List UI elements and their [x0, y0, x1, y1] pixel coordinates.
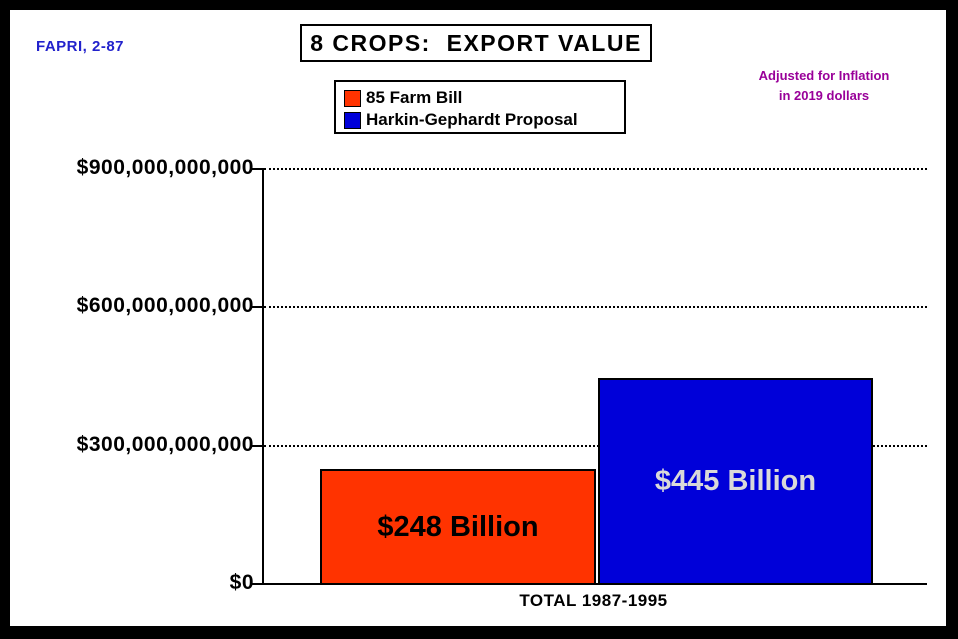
- y-axis-label: $300,000,000,000: [76, 432, 254, 456]
- y-axis-label: $0: [229, 571, 254, 594]
- source-label: FAPRI, 2-87: [36, 38, 125, 55]
- legend-swatch-harkin-gephardt: [344, 111, 361, 129]
- legend: 85 Farm Bill Harkin-Gephardt Proposal: [334, 80, 626, 134]
- y-axis-tick: [252, 583, 262, 585]
- legend-swatch-farm-bill: [344, 89, 361, 107]
- inflation-annotation: Adjusted for Inflation in 2019 dollars: [708, 66, 940, 106]
- chart-canvas: FAPRI, 2-87 8 CROPS: EXPORT VALUE Adjust…: [10, 10, 946, 626]
- y-axis-labels: $900,000,000,000 $600,000,000,000 $300,000…: [10, 156, 254, 594]
- legend-label-harkin-gephardt: Harkin-Gephardt Proposal: [366, 110, 578, 129]
- chart-title: 8 CROPS: EXPORT VALUE: [310, 29, 642, 56]
- bar-85-farm-bill: $248 Billion: [320, 469, 596, 583]
- y-axis-label: $600,000,000,000: [76, 294, 254, 318]
- plot-area: $248 Billion $445 Billion: [252, 168, 927, 585]
- gridline: [264, 306, 927, 309]
- gridline: [264, 444, 927, 447]
- inflation-annotation-line2: in 2019 dollars: [778, 88, 870, 103]
- inflation-annotation-line1: Adjusted for Inflation: [758, 68, 890, 83]
- y-axis-tick: [252, 444, 262, 447]
- y-axis-tick: [252, 306, 262, 309]
- y-axis-label: $900,000,000,000: [76, 156, 254, 179]
- gridline: [264, 168, 927, 170]
- chart-title-box: 8 CROPS: EXPORT VALUE: [300, 24, 652, 62]
- legend-label-farm-bill: 85 Farm Bill: [366, 88, 463, 107]
- x-axis-label: TOTAL 1987-1995: [519, 591, 668, 610]
- y-axis-tick: [252, 168, 262, 170]
- bar-label-85-farm-bill: $248 Billion: [377, 510, 539, 543]
- legend-item-harkin-gephardt: Harkin-Gephardt Proposal: [344, 109, 624, 131]
- bar-harkin-gephardt: $445 Billion: [598, 378, 873, 583]
- bar-label-harkin-gephardt: $445 Billion: [654, 465, 817, 497]
- legend-item-farm-bill: 85 Farm Bill: [344, 87, 624, 109]
